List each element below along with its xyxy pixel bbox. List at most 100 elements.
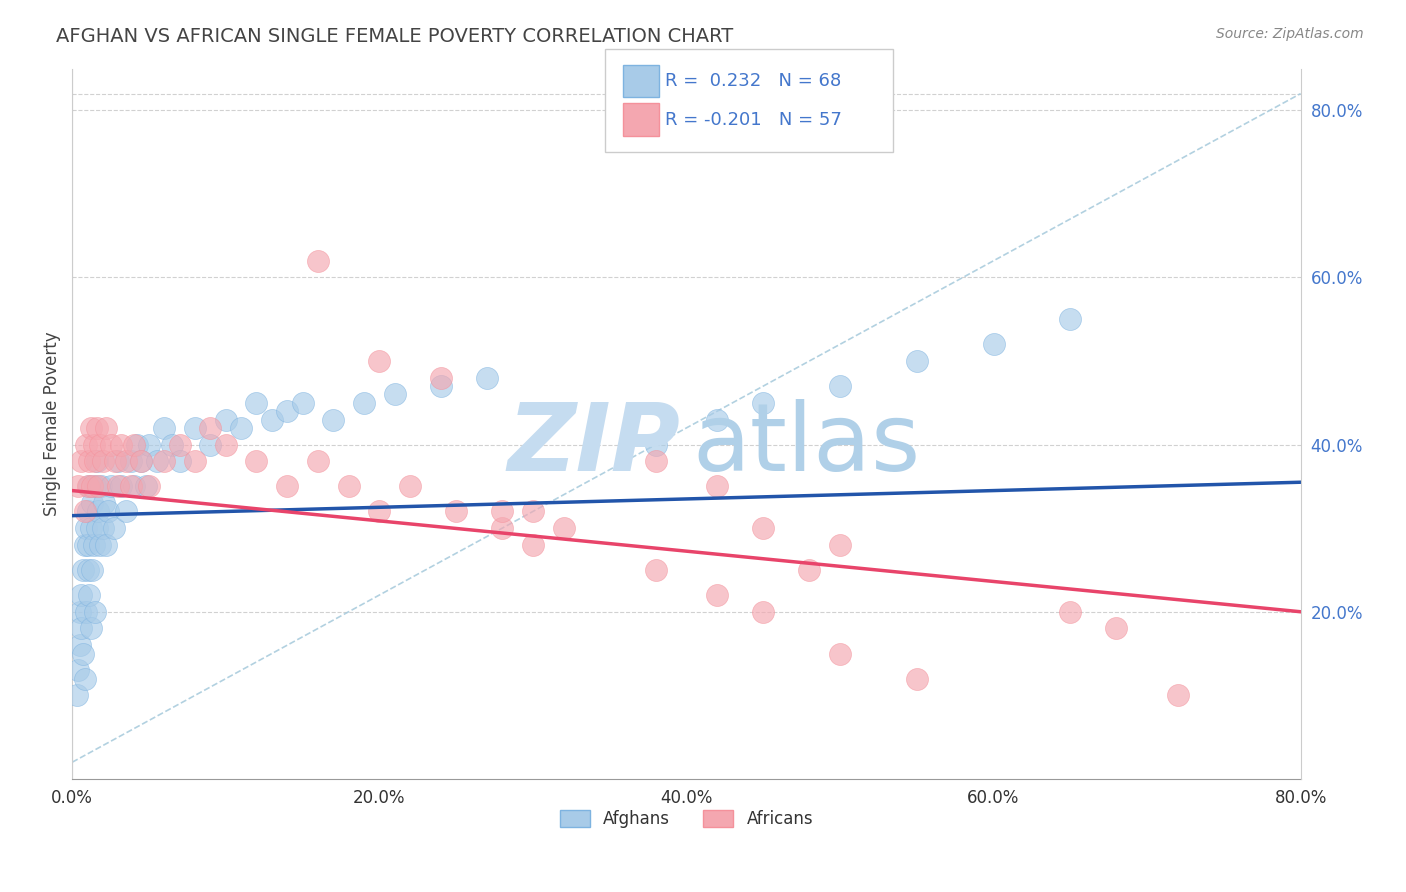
Point [67,479,90,493]
Point [522,504,544,518]
Point [76,538,98,552]
Point [131,454,153,468]
Point [86,454,108,468]
Point [73,672,96,686]
Point [83,437,105,451]
Text: AFGHAN VS AFRICAN SINGLE FEMALE POVERTY CORRELATION CHART: AFGHAN VS AFRICAN SINGLE FEMALE POVERTY … [56,27,734,45]
Point [76,504,98,518]
Point [429,379,451,393]
Point [138,479,160,493]
Point [475,370,498,384]
Point [77,588,100,602]
Point [75,521,97,535]
Point [87,504,110,518]
Point [76,563,98,577]
Point [245,454,267,468]
Legend: Afghans, Africans: Afghans, Africans [553,803,820,835]
Point [491,521,513,535]
Point [706,412,728,426]
Point [245,396,267,410]
Point [1167,689,1189,703]
Point [138,437,160,451]
Point [429,370,451,384]
Point [76,479,98,493]
Point [94,421,117,435]
Point [160,437,183,451]
Point [905,354,928,368]
Point [169,437,191,451]
Point [644,454,666,468]
Point [752,521,775,535]
Point [215,437,238,451]
Point [110,437,132,451]
Point [89,538,111,552]
Point [100,479,122,493]
Point [100,437,122,451]
Point [828,538,851,552]
Point [82,496,104,510]
Point [260,412,283,426]
Point [1059,312,1081,326]
Point [231,421,253,435]
Point [84,479,107,493]
Point [86,421,108,435]
Point [107,454,129,468]
Text: R = -0.201   N = 57: R = -0.201 N = 57 [665,111,842,128]
Point [72,563,94,577]
Point [706,479,728,493]
Point [104,454,127,468]
Point [73,538,96,552]
Point [307,454,329,468]
Point [115,504,138,518]
Point [66,689,89,703]
Point [444,504,467,518]
Point [69,605,91,619]
Point [69,638,91,652]
Point [70,454,93,468]
Point [89,437,111,451]
Point [276,479,298,493]
Point [72,647,94,661]
Point [153,421,176,435]
Point [115,454,138,468]
Text: atlas: atlas [693,399,921,491]
Point [799,563,821,577]
Point [120,479,142,493]
Point [94,538,117,552]
Point [983,337,1005,351]
Point [828,647,851,661]
Point [83,538,105,552]
Point [73,504,96,518]
Point [522,538,544,552]
Point [120,454,142,468]
Point [169,454,191,468]
Point [75,437,97,451]
Point [828,379,851,393]
Point [82,563,104,577]
Point [96,504,118,518]
Point [84,454,107,468]
Point [75,605,97,619]
Point [491,504,513,518]
Text: Source: ZipAtlas.com: Source: ZipAtlas.com [1216,27,1364,41]
Point [368,504,391,518]
Point [752,396,775,410]
Point [79,421,101,435]
Point [103,521,125,535]
Point [107,479,129,493]
Point [905,672,928,686]
Y-axis label: Single Female Poverty: Single Female Poverty [44,332,60,516]
Point [122,479,145,493]
Point [70,588,93,602]
Text: R =  0.232   N = 68: R = 0.232 N = 68 [665,72,841,90]
Point [131,454,153,468]
Point [79,622,101,636]
Point [145,454,167,468]
Point [276,404,298,418]
Point [200,437,222,451]
Point [644,563,666,577]
Point [1105,622,1128,636]
Point [93,496,115,510]
Point [87,479,110,493]
Text: ZIP: ZIP [508,399,681,491]
